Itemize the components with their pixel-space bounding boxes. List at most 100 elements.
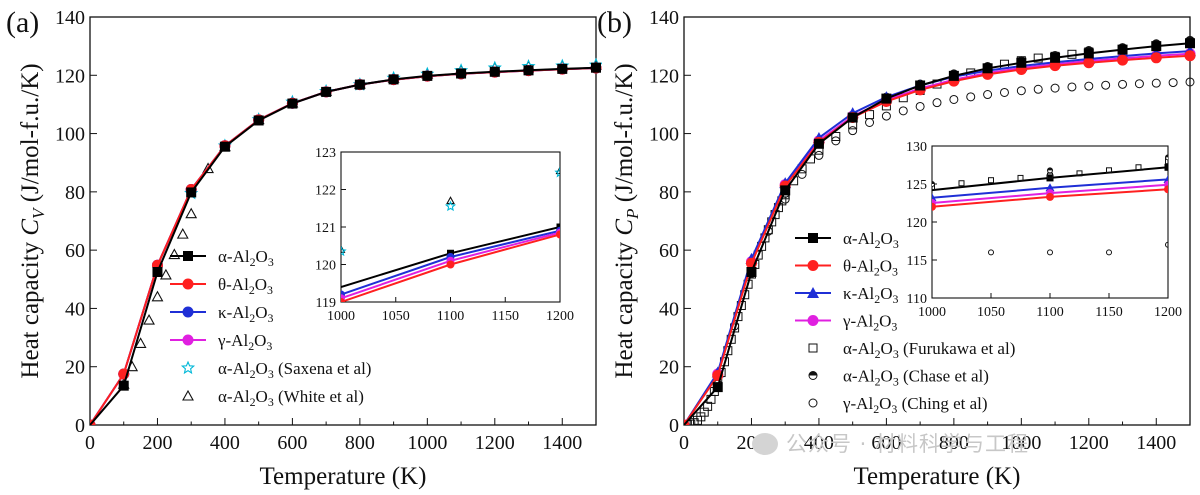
x-axis-label: Temperature (K) bbox=[260, 463, 427, 490]
y-tick-label: 121 bbox=[315, 221, 336, 236]
marker-triangle-open bbox=[446, 196, 455, 205]
y-tick-label: 122 bbox=[315, 183, 336, 198]
y-label-prefix: Heat capacity bbox=[611, 236, 638, 379]
x-tick-label: 1050 bbox=[977, 305, 1005, 320]
series bbox=[932, 158, 1168, 191]
marker-circle bbox=[182, 306, 194, 318]
y-tick-label: 140 bbox=[649, 7, 679, 29]
x-tick-label: 400 bbox=[804, 432, 834, 454]
text-part: γ-Al bbox=[842, 312, 873, 331]
marker-circle bbox=[932, 202, 936, 211]
marker-square bbox=[982, 63, 993, 74]
text-part: θ-Al bbox=[843, 257, 874, 276]
text-part: 2 bbox=[874, 265, 880, 279]
series bbox=[932, 185, 1168, 211]
marker-circle-open bbox=[797, 169, 807, 179]
text-part: 2 bbox=[874, 292, 880, 306]
x-tick-label: 1150 bbox=[492, 309, 519, 324]
text-part: 3 bbox=[893, 237, 899, 251]
marker-square-open bbox=[988, 177, 994, 184]
marker-circle bbox=[182, 334, 194, 346]
y-tick-label: 130 bbox=[906, 140, 927, 155]
legend-entry: α-Al2O3 bbox=[795, 229, 899, 251]
panel-1: 0200400600800100012001400020406080100120… bbox=[597, 6, 1196, 490]
marker-square bbox=[557, 63, 568, 74]
marker-circle bbox=[1049, 60, 1061, 72]
y-tick-label: 0 bbox=[75, 415, 85, 437]
marker-circle bbox=[807, 260, 819, 271]
marker-triangle-open bbox=[341, 244, 346, 253]
legend-label: γ-Al2O3 bbox=[217, 331, 272, 353]
x-tick-label: 800 bbox=[345, 432, 375, 454]
marker-square bbox=[591, 62, 601, 73]
legend-entry: γ-Al2O3 bbox=[170, 331, 272, 353]
text-part: 2 bbox=[875, 237, 881, 251]
y-tick-label: 123 bbox=[315, 146, 336, 161]
marker-square bbox=[1117, 44, 1128, 55]
series bbox=[932, 154, 1168, 187]
marker-square-open bbox=[1076, 170, 1083, 177]
text-part: O bbox=[881, 367, 893, 386]
marker-triangle-open bbox=[168, 248, 181, 260]
marker-circle bbox=[1046, 192, 1054, 201]
x-tick-label: 400 bbox=[210, 432, 240, 454]
marker-square-open bbox=[1033, 53, 1043, 63]
marker-triangle bbox=[807, 287, 819, 298]
marker-square bbox=[712, 382, 723, 393]
marker-square bbox=[780, 185, 791, 196]
text-part: α-Al bbox=[843, 339, 875, 358]
marker-halfcircle-fill bbox=[1047, 167, 1053, 171]
marker-circle-open bbox=[1084, 81, 1094, 91]
text-part: α-Al bbox=[843, 229, 875, 248]
x-tick-label: 1200 bbox=[546, 309, 574, 324]
y-tick-label: 60 bbox=[65, 240, 85, 262]
x-tick-label: 800 bbox=[939, 432, 969, 454]
marker-square bbox=[1185, 38, 1195, 49]
marker-star bbox=[341, 245, 347, 257]
legend-label: α-Al2O3 (Chase et al) bbox=[843, 367, 989, 389]
marker-square bbox=[118, 380, 129, 391]
marker-circle-open bbox=[1067, 82, 1077, 92]
marker-circle bbox=[807, 315, 819, 326]
marker-square bbox=[523, 65, 534, 76]
marker-triangle-open bbox=[176, 227, 189, 239]
marker-square bbox=[948, 70, 959, 81]
marker-circle-open bbox=[1106, 249, 1112, 256]
y-label-sub: P bbox=[623, 209, 642, 220]
legend-entry: θ-Al2O3 bbox=[795, 257, 898, 279]
marker-circle bbox=[182, 278, 194, 290]
legend-label: κ-Al2O3 bbox=[218, 303, 273, 325]
series-line bbox=[684, 42, 1191, 425]
marker-square bbox=[287, 98, 298, 109]
y-tick-label: 80 bbox=[65, 182, 85, 204]
legend-label: θ-Al2O3 bbox=[218, 275, 273, 297]
x-tick-label: 1000 bbox=[918, 305, 946, 320]
y-label-symbol: C bbox=[17, 219, 44, 236]
marker-circle bbox=[1150, 52, 1162, 64]
marker-circle-open bbox=[1050, 83, 1060, 93]
marker-circle-open bbox=[999, 87, 1009, 97]
marker-square bbox=[152, 267, 163, 277]
legend-label: κ-Al2O3 bbox=[843, 284, 898, 306]
legend-entry: κ-Al2O3 bbox=[795, 284, 898, 306]
marker-square-open bbox=[1106, 167, 1112, 174]
marker-triangle-open bbox=[555, 166, 560, 175]
marker-square-open bbox=[692, 415, 702, 425]
marker-circle-open bbox=[1047, 249, 1053, 256]
marker-square-open bbox=[689, 418, 699, 425]
legend-entry: α-Al2O3 bbox=[170, 247, 274, 269]
y-tick-label: 120 bbox=[315, 258, 336, 273]
y-axis-label: Heat capacity CV (J/mol-f.u./K) bbox=[17, 63, 48, 378]
marker-square bbox=[183, 251, 193, 261]
text-part: (Chase et al) bbox=[899, 367, 989, 386]
y-tick-label: 120 bbox=[649, 65, 679, 87]
legend-label: α-Al2O3 (Furukawa et al) bbox=[843, 339, 1015, 361]
text-part: 2 bbox=[873, 320, 879, 334]
marker-square-open bbox=[958, 180, 965, 187]
marker-halfcircle-fill bbox=[932, 181, 935, 184]
y-tick-label: 110 bbox=[907, 292, 927, 307]
y-tick-label: 40 bbox=[659, 298, 679, 320]
x-tick-label: 1100 bbox=[437, 309, 464, 324]
x-tick-label: 1000 bbox=[327, 309, 355, 324]
legend-entry: θ-Al2O3 bbox=[170, 275, 273, 297]
